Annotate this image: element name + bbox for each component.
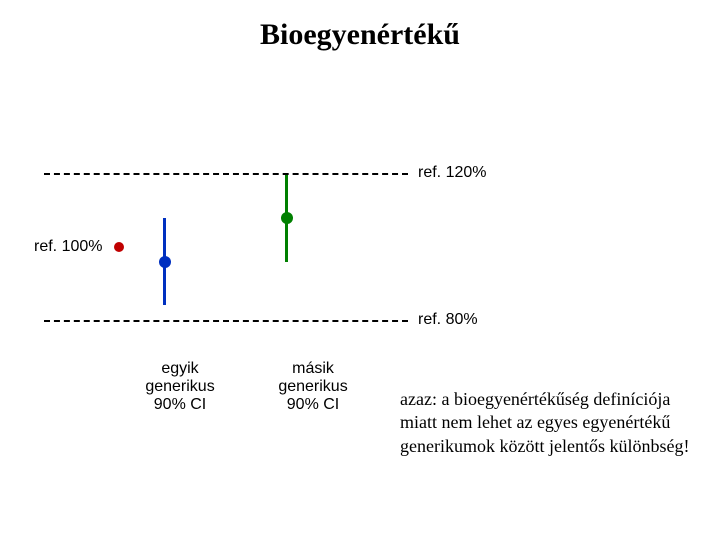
ref-label-80: ref. 80% bbox=[418, 311, 478, 329]
ci-point-generic-b bbox=[281, 212, 293, 224]
ci-point-reference bbox=[114, 242, 124, 252]
ref-label-120: ref. 120% bbox=[418, 164, 486, 182]
axis-label-generic-a: egyikgenerikus90% CI bbox=[125, 360, 235, 414]
bioequivalence-diagram: ref. 120% ref. 80% ref. 100% egyikgeneri… bbox=[0, 0, 720, 540]
ref-line-80 bbox=[44, 320, 408, 322]
explanation-text: azaz: a bioegyenértékűség definíciója mi… bbox=[400, 388, 700, 458]
ci-point-generic-a bbox=[159, 256, 171, 268]
ref-line-120 bbox=[44, 173, 408, 175]
ref-label-100: ref. 100% bbox=[34, 238, 102, 256]
axis-label-generic-b: másikgenerikus90% CI bbox=[258, 360, 368, 414]
